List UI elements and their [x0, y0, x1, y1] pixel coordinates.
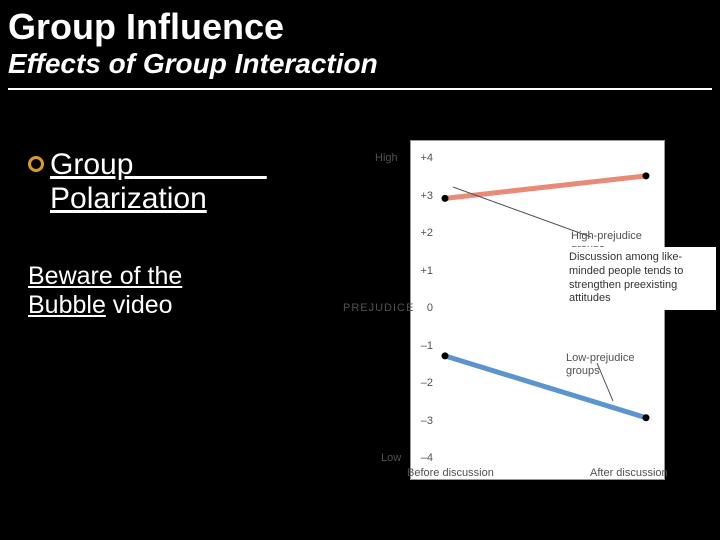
- beware-link[interactable]: Beware of the Bubble video: [28, 262, 298, 320]
- bullet-group-polarization: Group: [28, 148, 298, 182]
- title-underline: [8, 88, 712, 90]
- slide-subtitle: Effects of Group Interaction: [0, 48, 720, 84]
- y-end-label-low: Low: [381, 452, 401, 464]
- y-tick-label: +4: [411, 152, 433, 164]
- beware-line1: Beware of the: [28, 262, 298, 291]
- y-tick-label: –4: [411, 452, 433, 464]
- beware-line2: Bubble video: [28, 291, 298, 320]
- series-label: Low-prejudice groups: [566, 352, 656, 377]
- y-tick-label: –2: [411, 377, 433, 389]
- chart-annotation-note: Discussion among like-minded people tend…: [563, 247, 716, 310]
- chart-plot-svg: [411, 141, 666, 481]
- ring-bullet-icon: [28, 156, 44, 172]
- y-tick-label: +2: [411, 227, 433, 239]
- bullet-spacer: [133, 148, 266, 182]
- bullet-word2: Polarization: [50, 182, 298, 216]
- left-column: Group Polarization Beware of the Bubble …: [0, 130, 310, 540]
- x-category-label: After discussion: [590, 467, 668, 479]
- bullet-word1: Group: [50, 148, 267, 182]
- content-area: Group Polarization Beware of the Bubble …: [0, 130, 720, 540]
- y-tick-label: +3: [411, 190, 433, 202]
- beware-line2-rest: video: [106, 291, 173, 319]
- y-end-label-high: High: [375, 152, 398, 164]
- x-category-label: Before discussion: [407, 467, 494, 479]
- slide-title: Group Influence: [0, 0, 720, 48]
- right-column: +4+3+2+10–1–2–3–4HighLowPREJUDICEBefore …: [310, 130, 720, 540]
- polarization-chart: +4+3+2+10–1–2–3–4HighLowPREJUDICEBefore …: [410, 140, 665, 480]
- y-tick-label: –3: [411, 415, 433, 427]
- y-tick-label: +1: [411, 265, 433, 277]
- beware-line2-underlined: Bubble: [28, 291, 106, 319]
- y-tick-label: –1: [411, 340, 433, 352]
- bullet-word1-text: Group: [50, 148, 133, 181]
- y-axis-title: PREJUDICE: [343, 302, 414, 314]
